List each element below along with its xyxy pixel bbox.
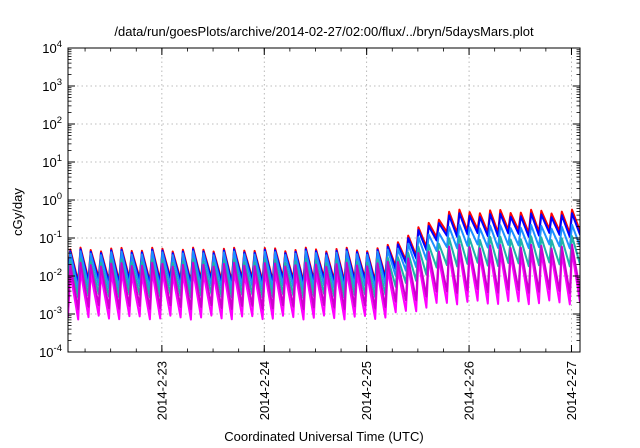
y-tick-base: 10 <box>39 269 53 284</box>
x-tick-label: 2014-2-25 <box>359 361 374 420</box>
chart-title: /data/run/goesPlots/archive/2014-02-27/0… <box>114 24 534 39</box>
x-ticks: 2014-2-23 2014-2-24 2014-2-25 2014-2-26 2014… <box>84 48 579 420</box>
x-tick-label: 2014-2-27 <box>564 361 579 420</box>
y-tick-base: 10 <box>42 41 56 56</box>
y-tick-base: 10 <box>42 193 56 208</box>
series-line <box>68 243 580 311</box>
y-tick-base: 10 <box>39 307 53 322</box>
y-tick-label: 10-1 <box>39 229 62 246</box>
y-tick-label: 101 <box>42 153 62 170</box>
y-tick-base: 10 <box>42 79 56 94</box>
y-tick-exponent: 0 <box>57 191 62 202</box>
y-tick-label: 102 <box>42 115 62 132</box>
y-tick-exponent: 3 <box>57 77 62 88</box>
y-tick-label: 104 <box>42 39 62 56</box>
y-tick-label: 103 <box>42 77 62 94</box>
y-tick-label: 100 <box>42 191 62 208</box>
x-tick-label: 2014-2-24 <box>257 361 272 420</box>
series-line <box>68 250 580 321</box>
series-line <box>68 223 580 291</box>
y-tick-exponent: -1 <box>54 229 62 240</box>
x-tick-label: 2014-2-23 <box>154 361 169 420</box>
y-tick-label: 10-2 <box>39 267 62 284</box>
y-tick-base: 10 <box>39 345 53 360</box>
y-axis-label: cGy/day <box>10 188 25 236</box>
y-tick-label: 10-4 <box>39 343 62 360</box>
y-tick-label: 10-3 <box>39 305 62 322</box>
y-tick-exponent: 2 <box>57 115 62 126</box>
series-group <box>68 208 580 321</box>
y-tick-base: 10 <box>39 231 53 246</box>
y-tick-exponent: -4 <box>54 343 62 354</box>
y-tick-exponent: 1 <box>57 153 62 164</box>
y-tick-exponent: 4 <box>57 39 62 50</box>
y-tick-exponent: -3 <box>54 305 62 316</box>
x-tick-label: 2014-2-26 <box>462 361 477 420</box>
y-tick-exponent: -2 <box>54 267 62 278</box>
y-tick-base: 10 <box>42 155 56 170</box>
y-tick-base: 10 <box>42 117 56 132</box>
x-axis-label: Coordinated Universal Time (UTC) <box>224 429 423 444</box>
